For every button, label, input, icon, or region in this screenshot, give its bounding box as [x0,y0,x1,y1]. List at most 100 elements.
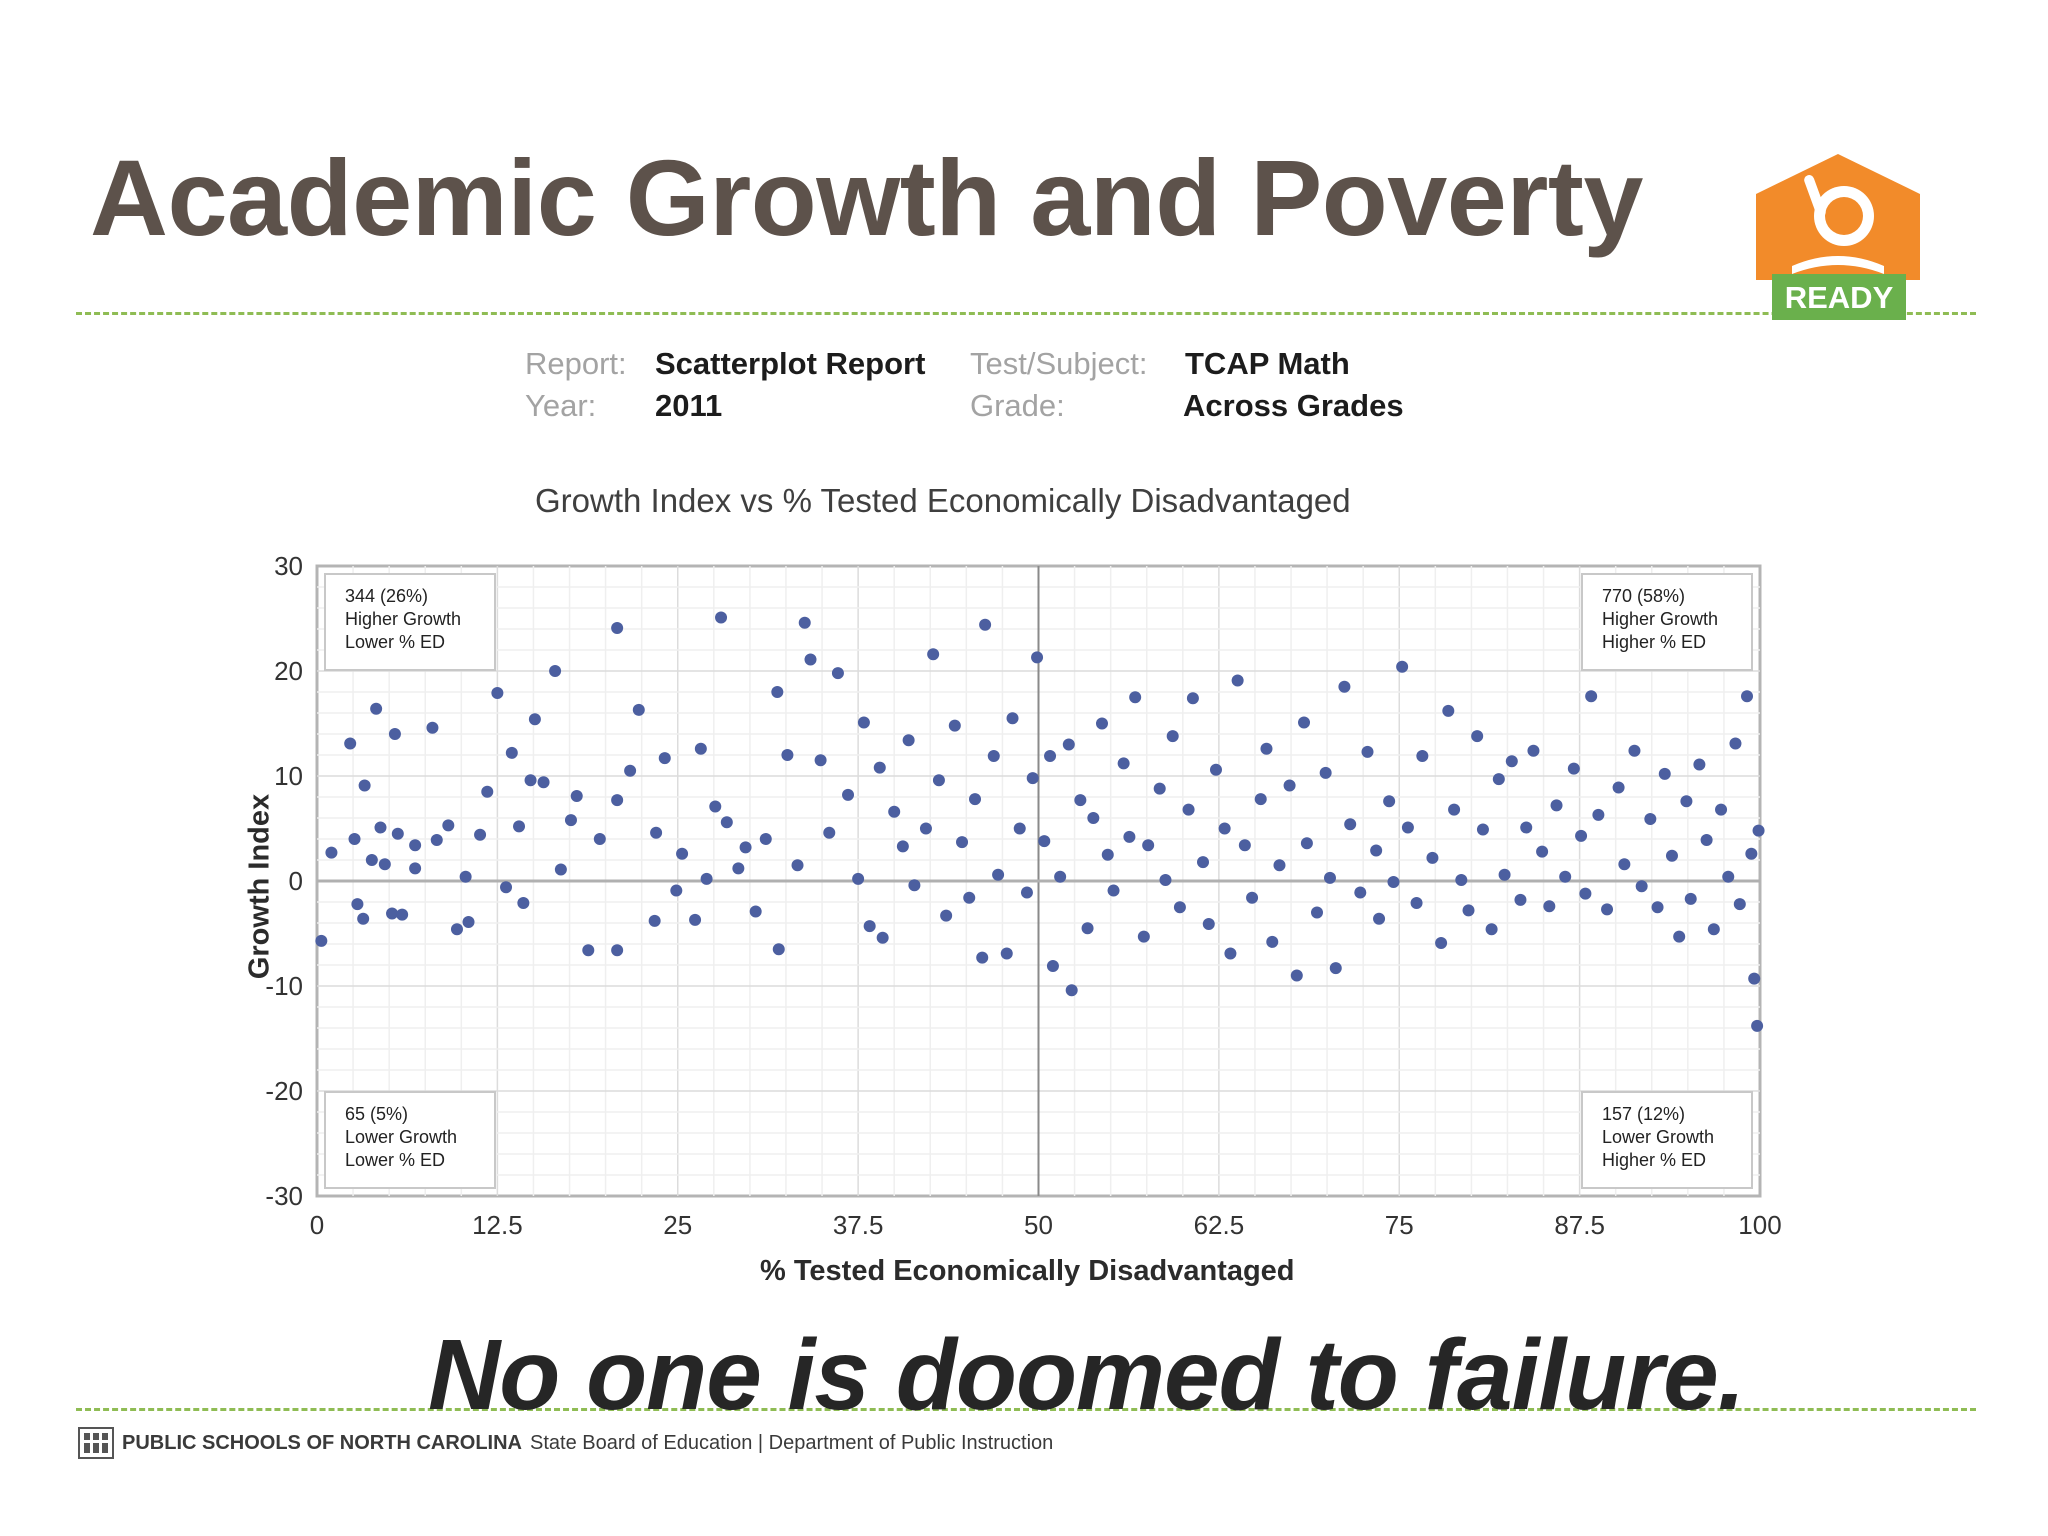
data-point [1729,737,1742,750]
quadrant-label-text: Lower Growth [345,1127,457,1147]
data-point [570,789,583,802]
data-point [1323,871,1336,884]
data-point [739,841,752,854]
data-point [1062,738,1075,751]
data-point [1044,750,1057,763]
y-tick-label: -20 [265,1076,303,1106]
data-point [1081,922,1094,935]
quadrant-label-text: Higher Growth [345,609,461,629]
data-point [956,836,969,849]
data-point [459,870,472,883]
subject-label: Test/Subject: [970,346,1148,381]
quadrant-label-bottom-right: 157 (12%) Lower Growth Higher % ED [1581,1091,1753,1189]
x-tick-label: 62.5 [1194,1210,1245,1240]
data-point [823,826,836,839]
quadrant-label-text: 344 (26%) [345,586,428,606]
data-point [1038,835,1051,848]
data-point [1310,906,1323,919]
data-point [963,891,976,904]
footer-dept: State Board of Education | Department of… [530,1431,1054,1454]
data-point [969,793,982,806]
data-point [442,819,455,832]
x-tick-label: 12.5 [472,1210,523,1240]
data-point [1046,960,1059,973]
quadrant-label-top-left: 344 (26%) Higher Growth Lower % ED [324,573,496,671]
data-point [700,872,713,885]
data-point [409,839,422,852]
data-point [1462,904,1475,917]
data-point [1485,923,1498,936]
data-point [315,934,328,947]
data-point [1260,742,1273,755]
data-point [1748,972,1761,985]
data-point [1476,823,1489,836]
data-point [992,868,1005,881]
data-point [1559,870,1572,883]
data-point [351,898,364,911]
x-axis-title: % Tested Economically Disadvantaged [760,1255,1295,1287]
data-point [426,721,439,734]
data-point [1373,912,1386,925]
data-point [344,737,357,750]
data-point [1658,767,1671,780]
x-tick-label: 87.5 [1554,1210,1605,1240]
y-tick-label: -10 [265,971,303,1001]
quadrant-label-top-right: 770 (58%) Higher Growth Higher % ED [1581,573,1753,671]
data-point [1074,794,1087,807]
data-point [987,750,1000,763]
data-point [976,951,989,964]
data-point [505,746,518,759]
data-point [1455,873,1468,886]
data-point [979,618,992,631]
data-point [1567,762,1580,775]
data-point [1231,674,1244,687]
data-point [902,734,915,747]
data-point [709,800,722,813]
data-point [1601,903,1614,916]
data-point [537,776,550,789]
data-point [1579,887,1592,900]
data-point [370,702,383,715]
data-point [1182,803,1195,816]
data-point [1254,793,1267,806]
data-point [1197,856,1210,869]
data-point [694,742,707,755]
data-point [1319,766,1332,779]
slide-title: Academic Growth and Poverty [90,137,1643,258]
data-point [430,834,443,847]
data-point [450,923,463,936]
data-point [1117,757,1130,770]
data-point [1153,782,1166,795]
data-point [1520,821,1533,834]
data-point [927,648,940,661]
x-tick-label: 75 [1385,1210,1414,1240]
data-point [554,863,567,876]
data-point [676,847,689,860]
data-point [650,826,663,839]
data-point [325,846,338,859]
data-point [1329,962,1342,975]
data-point [648,914,661,927]
data-point [873,761,886,774]
data-point [781,749,794,761]
data-point [1527,744,1540,757]
data-point [1644,813,1657,826]
data-point [517,897,530,910]
data-point [1101,848,1114,861]
data-point [632,703,645,716]
data-point [857,716,870,729]
data-point [396,908,409,921]
data-point [1680,795,1693,808]
data-point [715,611,728,624]
data-point [863,920,876,933]
data-point [1426,851,1439,864]
data-point [1401,821,1414,834]
data-point [670,884,683,897]
data-point [1026,772,1039,785]
data-point [1159,873,1172,886]
data-point [1202,918,1215,931]
data-point [1087,812,1100,824]
data-point [1290,969,1303,982]
data-point [1123,830,1136,843]
